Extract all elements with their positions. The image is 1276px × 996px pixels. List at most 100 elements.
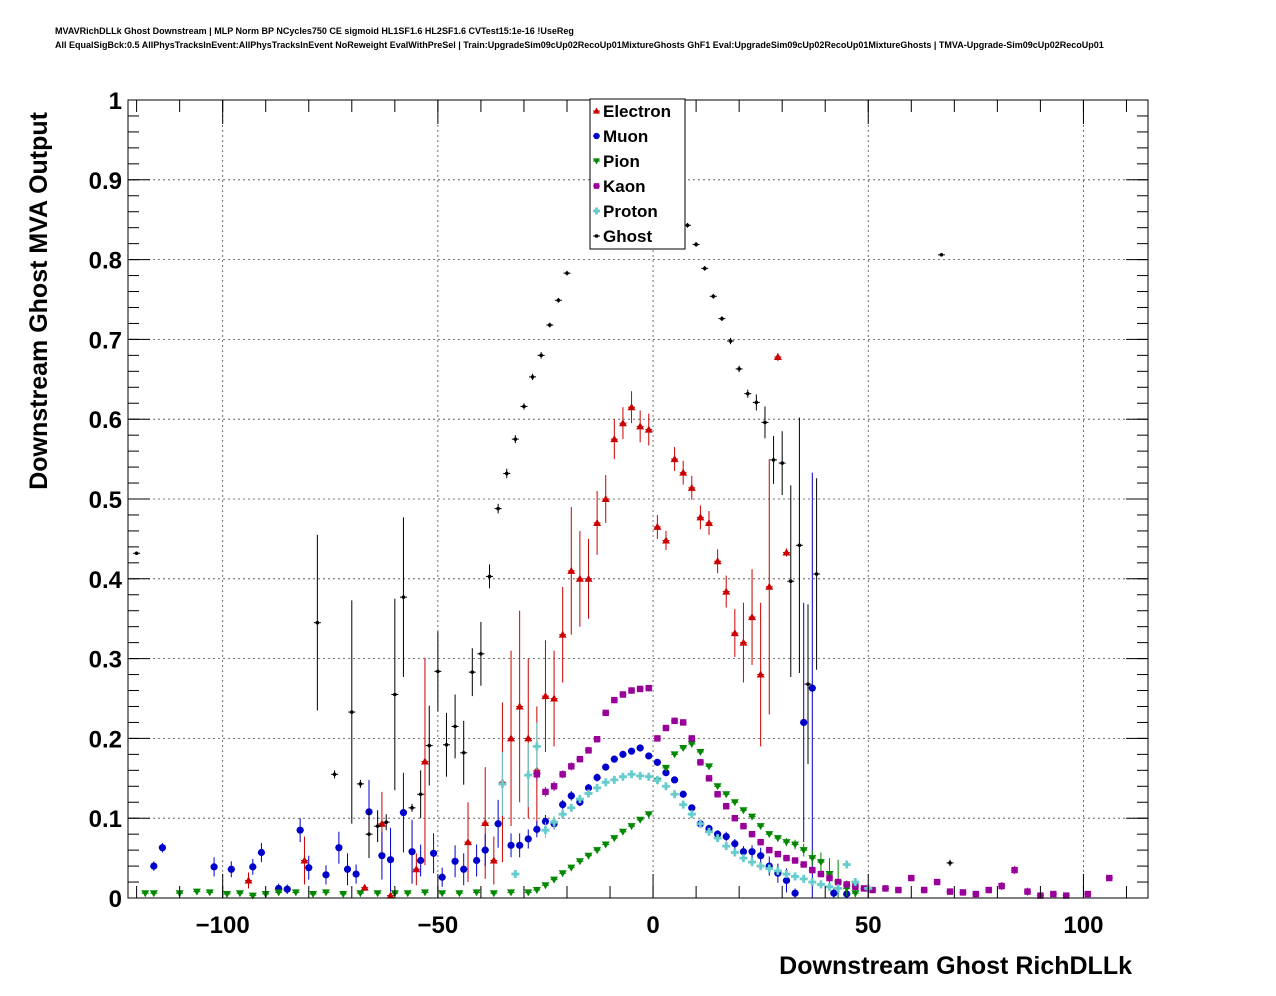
data-point	[671, 717, 679, 725]
data-point	[791, 839, 800, 850]
data-marker	[274, 889, 283, 897]
data-marker	[618, 419, 627, 427]
data-point	[158, 842, 167, 853]
data-marker	[748, 830, 756, 838]
data-marker	[972, 890, 980, 898]
data-marker	[817, 870, 825, 878]
data-marker	[584, 784, 593, 792]
data-marker	[773, 866, 782, 875]
data-marker	[453, 724, 457, 729]
data-marker	[305, 864, 313, 872]
data-point	[460, 853, 468, 886]
data-point	[618, 828, 627, 836]
data-marker	[158, 844, 167, 852]
data-marker	[315, 620, 320, 625]
data-marker	[291, 889, 300, 897]
data-point	[800, 602, 808, 843]
data-marker	[705, 827, 714, 836]
data-marker	[593, 132, 600, 140]
data-marker	[739, 638, 748, 646]
data-marker	[720, 316, 724, 321]
data-point	[791, 857, 799, 864]
data-point	[205, 889, 214, 897]
data-point	[773, 352, 782, 361]
data-marker	[335, 844, 343, 852]
data-marker	[533, 825, 541, 833]
data-point	[627, 391, 636, 424]
data-marker	[816, 880, 825, 889]
data-marker	[559, 771, 566, 778]
y-tick-label: 0.3	[89, 647, 122, 674]
data-marker	[524, 771, 533, 780]
data-marker	[610, 435, 619, 443]
data-marker	[575, 858, 584, 866]
data-marker	[541, 882, 550, 890]
data-point	[851, 889, 860, 898]
data-marker	[687, 740, 696, 748]
data-marker	[610, 835, 619, 843]
data-marker	[731, 815, 739, 822]
data-point	[816, 880, 825, 889]
data-point	[662, 724, 670, 732]
data-marker	[834, 878, 842, 886]
data-marker	[150, 862, 158, 870]
data-point	[787, 485, 795, 677]
data-marker	[644, 425, 653, 433]
data-marker	[1050, 890, 1057, 898]
data-marker	[765, 864, 774, 873]
data-marker	[134, 551, 139, 556]
x-tick-label: 50	[855, 912, 882, 939]
data-marker	[227, 865, 235, 873]
data-point	[1011, 866, 1019, 875]
data-marker	[593, 773, 601, 782]
data-point	[541, 822, 550, 839]
data-point	[670, 776, 679, 784]
data-point	[300, 836, 309, 885]
data-point	[804, 604, 812, 764]
data-marker	[300, 856, 309, 864]
data-point	[688, 735, 696, 742]
data-marker	[584, 574, 593, 582]
data-point	[894, 886, 902, 894]
data-point	[567, 506, 576, 635]
data-point	[670, 447, 679, 472]
data-marker	[998, 882, 1005, 890]
data-marker	[740, 822, 747, 830]
data-marker	[834, 884, 843, 893]
data-point	[619, 750, 627, 758]
data-marker	[933, 878, 941, 886]
y-tick-label: 0.1	[89, 806, 122, 833]
data-marker	[532, 887, 541, 895]
data-point	[420, 657, 429, 866]
data-marker	[601, 841, 610, 849]
data-point	[748, 813, 757, 821]
data-marker	[763, 420, 767, 425]
data-marker	[412, 865, 421, 873]
data-marker	[619, 750, 627, 758]
data-point	[636, 744, 644, 752]
data-point	[210, 857, 218, 877]
data-marker	[481, 846, 489, 854]
data-point	[670, 790, 679, 799]
data-point	[636, 685, 644, 693]
data-point	[842, 860, 851, 869]
data-point	[722, 842, 731, 851]
data-point	[661, 764, 670, 772]
data-point	[756, 602, 765, 747]
data-point	[731, 838, 739, 849]
data-marker	[556, 298, 561, 303]
data-point	[645, 684, 653, 692]
data-marker	[567, 864, 576, 872]
data-point	[192, 888, 201, 896]
data-point	[434, 631, 442, 712]
data-point	[826, 874, 834, 882]
data-marker	[782, 876, 791, 885]
data-point	[843, 881, 851, 888]
data-point	[313, 534, 321, 711]
data-point	[1105, 874, 1113, 882]
data-point	[602, 709, 610, 717]
data-marker	[627, 770, 636, 779]
data-marker	[882, 885, 889, 892]
data-point	[756, 823, 765, 831]
